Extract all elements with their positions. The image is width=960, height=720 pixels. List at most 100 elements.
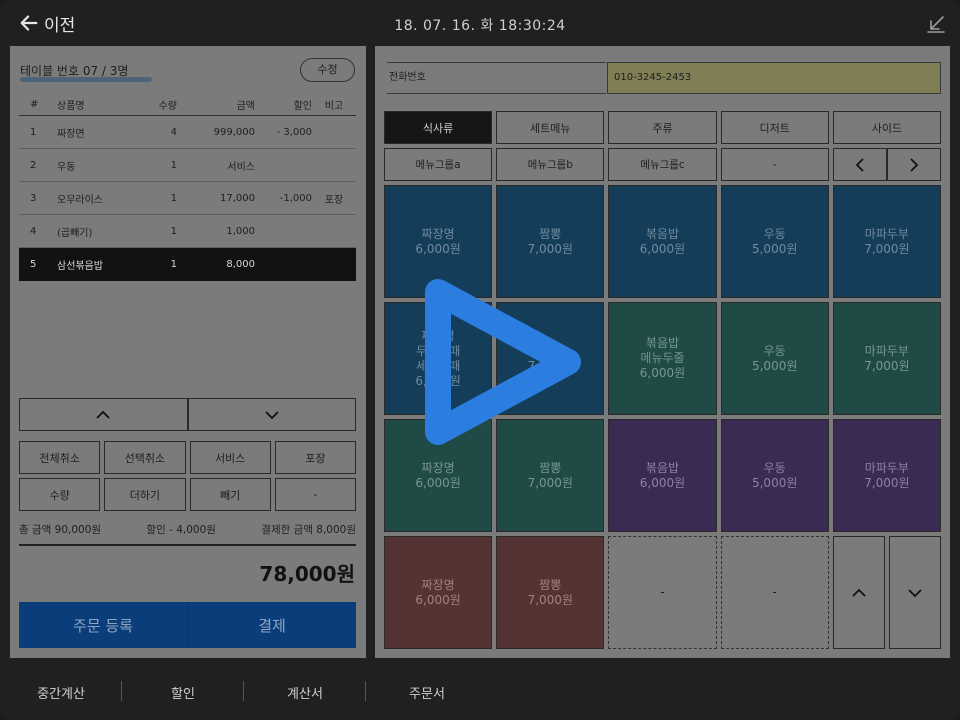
minimize-arrow-icon[interactable] — [926, 14, 946, 34]
menu-page-down-button[interactable] — [888, 536, 941, 649]
menu-page-up-button[interactable] — [832, 536, 885, 649]
tab-meals[interactable]: 식사류 — [384, 111, 493, 144]
menu-group-empty[interactable]: - — [720, 148, 829, 181]
menu-item[interactable]: 짜장명 6,000원 — [384, 536, 493, 649]
menu-item[interactable]: 마파두부 7,000원 — [832, 185, 941, 298]
add-button[interactable]: 더하기 — [104, 478, 186, 511]
scroll-down-button[interactable] — [187, 398, 356, 431]
menu-item-label: 마파두부 — [864, 343, 909, 358]
menu-group-b[interactable]: 메뉴그룹b — [496, 148, 605, 181]
menu-item-price: 7,000원 — [864, 475, 910, 490]
datetime: 18. 07. 16. 화 18:30:24 — [394, 18, 566, 34]
menu-item[interactable]: 볶음밥 메뉴두줄 6,000원 — [608, 302, 717, 415]
menu-item[interactable]: 볶음밥 6,000원 — [608, 419, 717, 532]
menu-item-price: 7,000원 — [527, 592, 573, 607]
cancel-all-button[interactable]: 전체취소 — [19, 441, 101, 474]
menu-item-label: 볶음밥 — [645, 336, 680, 350]
row-name: (곱빼기) — [57, 227, 93, 239]
row-name: 삼선볶음밥 — [57, 260, 103, 272]
row-qty: 1 — [170, 225, 177, 237]
menu-item-price: 6,000원 — [639, 241, 686, 256]
menu-item[interactable]: 우동 5,000원 — [720, 185, 829, 298]
group-prev-button[interactable] — [832, 148, 887, 181]
row-qty: 1 — [170, 192, 177, 204]
empty-action-button[interactable]: - — [274, 478, 356, 511]
nav-invoice[interactable]: 계산서 — [244, 680, 366, 702]
nav-interim-bill[interactable]: 중간계산 — [0, 680, 122, 702]
paid-amount: 결제한 금액 8,000원 — [261, 524, 356, 536]
menu-item-price: 6,000원 — [415, 475, 461, 490]
menu-group-a[interactable]: 메뉴그룹a — [384, 148, 493, 181]
menu-group-c[interactable]: 메뉴그룹c — [608, 148, 717, 181]
row-name: 짜장면 — [57, 128, 85, 140]
group-next-button[interactable] — [886, 148, 941, 181]
menu-item[interactable]: 우동 5,000원 — [720, 302, 829, 415]
edit-button[interactable]: 수정 — [300, 58, 355, 82]
menu-item[interactable]: 마파두부 7,000원 — [832, 419, 941, 532]
menu-panel: 전화번호 010-3245-2453 식사류 세트메뉴 주류 디저트 사이드 메… — [375, 46, 950, 658]
nav-discount[interactable]: 할인 — [122, 680, 244, 702]
menu-item[interactable]: 우동 5,000원 — [720, 419, 829, 532]
service-button[interactable]: 서비스 — [189, 441, 271, 474]
play-icon[interactable] — [400, 262, 600, 462]
table-row[interactable]: 4 (곱빼기) 1 1,000 — [19, 215, 356, 248]
menu-item-empty[interactable]: - — [720, 536, 829, 649]
scroll-up-button[interactable] — [19, 398, 188, 431]
col-header-discount: 할인 — [293, 101, 312, 112]
menu-item-label: 볶음밥 — [645, 460, 680, 475]
menu-item[interactable]: 짬뽕 7,000원 — [496, 185, 605, 298]
table-info-text: 테이블 번호 07 / 3명 — [20, 64, 129, 78]
menu-item[interactable]: 마파두부 7,000원 — [832, 302, 941, 415]
cancel-selected-button[interactable]: 선택취소 — [104, 441, 186, 474]
menu-item-label: 짬뽕 — [539, 460, 562, 475]
quantity-button[interactable]: 수량 — [19, 478, 101, 511]
table-row[interactable]: 1 짜장면 4 999,000 - 3,000 — [19, 116, 356, 149]
table-row[interactable]: 2 우동 1 서비스 — [19, 149, 356, 182]
menu-item-label: 메뉴두줄 — [640, 351, 685, 365]
menu-item-empty[interactable]: - — [608, 536, 717, 649]
tab-drinks[interactable]: 주류 — [608, 111, 717, 144]
menu-item-label: 짬뽕 — [539, 577, 562, 592]
row-qty: 1 — [170, 159, 177, 171]
register-order-button[interactable]: 주문 등록 — [19, 602, 188, 648]
menu-item-price: 6,000원 — [415, 592, 461, 607]
order-scroll-controls — [19, 398, 356, 431]
arrow-left-icon — [20, 15, 38, 31]
tab-set-menu[interactable]: 세트메뉴 — [496, 111, 605, 144]
order-table: # 상품명 수량 금액 할인 비고 1 짜장면 4 999,000 - 3,000 2 우동… — [19, 94, 356, 281]
table-row[interactable]: 5 삼선볶음밥 1 8,000 — [19, 248, 356, 281]
row-no: 5 — [30, 258, 37, 270]
chevron-up-icon — [852, 588, 866, 597]
menu-item[interactable]: 짬뽕 7,000원 — [496, 536, 605, 649]
chevron-down-icon — [908, 588, 922, 597]
table-info-highlight — [20, 77, 152, 82]
order-panel: 테이블 번호 07 / 3명 수정 # 상품명 수량 금액 할인 비고 1 짜장면… — [10, 46, 366, 658]
col-header-no: # — [30, 99, 39, 110]
menu-item[interactable]: 짬뽕 7,000원 — [496, 419, 605, 532]
action-buttons-row2: 수량 더하기 빼기 - — [19, 478, 356, 511]
menu-item-label: 우동 — [763, 460, 786, 475]
table-row[interactable]: 3 오무라이스 1 17,000 -1,000 포장 — [19, 182, 356, 215]
phone-input[interactable]: 010-3245-2453 — [607, 62, 941, 94]
tab-dessert[interactable]: 디저트 — [720, 111, 829, 144]
menu-pager — [832, 536, 941, 649]
totals-divider — [19, 544, 356, 546]
order-table-header: # 상품명 수량 금액 할인 비고 — [19, 94, 356, 116]
row-amount: 17,000 — [220, 192, 255, 204]
pay-button[interactable]: 결제 — [188, 602, 356, 648]
menu-item-price: 6,000원 — [415, 241, 461, 256]
takeout-button[interactable]: 포장 — [274, 441, 356, 474]
nav-order-sheet[interactable]: 주문서 — [409, 686, 445, 702]
subtract-button[interactable]: 빼기 — [189, 478, 271, 511]
chevron-up-icon — [96, 410, 110, 419]
menu-grid: 짜장명 6,000원 짬뽕 7,000원 볶음밥 6,000원 우동 5,000원 마파두부 7,… — [384, 185, 941, 649]
row-amount: 8,000 — [226, 258, 255, 270]
menu-item-price: 7,000원 — [527, 475, 573, 490]
menu-item-label: - — [660, 585, 665, 599]
menu-item-price: 7,000원 — [864, 241, 910, 256]
back-button[interactable]: 이전 — [18, 10, 75, 36]
menu-item[interactable]: 볶음밥 6,000원 — [608, 185, 717, 298]
menu-item-price: 7,000원 — [864, 358, 910, 373]
menu-item-label: - — [772, 585, 777, 599]
tab-side[interactable]: 사이드 — [832, 111, 941, 144]
